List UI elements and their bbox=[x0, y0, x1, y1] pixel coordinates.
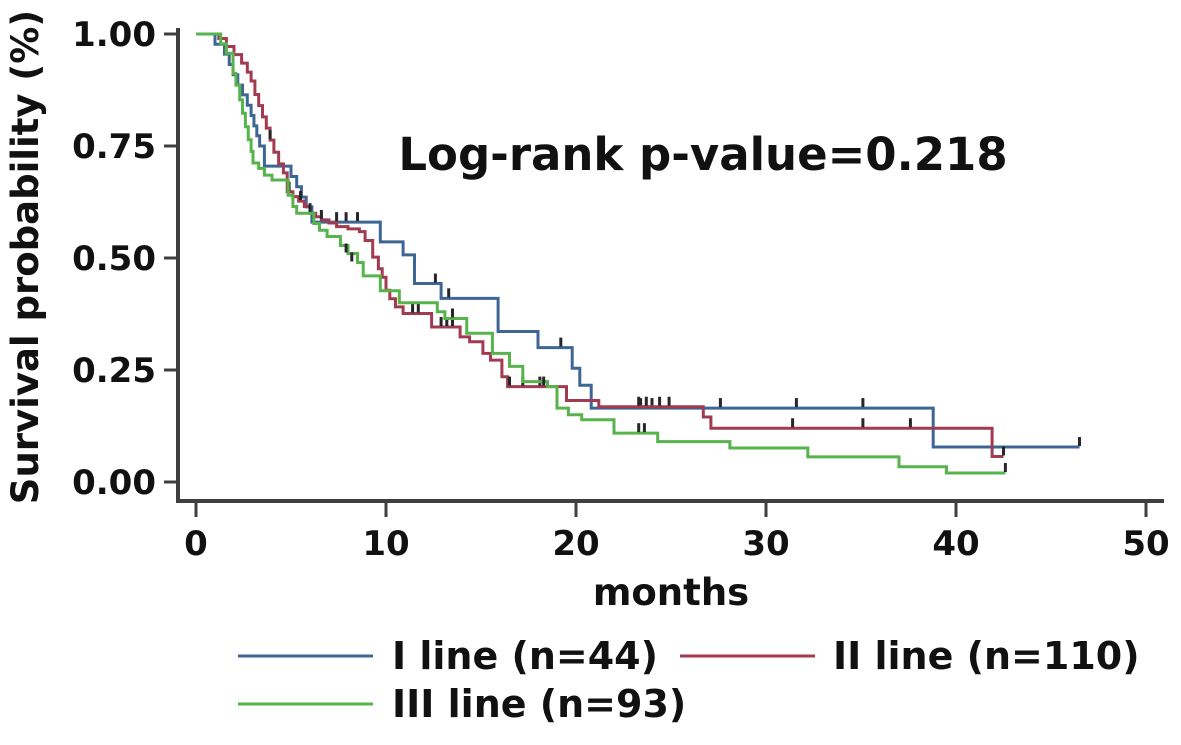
y-tick-label-1.00: 1.00 bbox=[72, 15, 156, 55]
chart-generated-content: 1.00 0.75 0.50 0.25 0.00 0 10 20 30 40 50 I line (n… bbox=[72, 15, 1170, 726]
curve-III-line bbox=[196, 32, 1006, 475]
x-tick-label-40: 40 bbox=[932, 524, 979, 564]
x-tick-label-10: 10 bbox=[362, 524, 409, 564]
y-tick-label-0.75: 0.75 bbox=[72, 127, 156, 167]
legend-label-III: III line (n=93) bbox=[392, 682, 686, 726]
x-tick-label-0: 0 bbox=[184, 524, 208, 564]
y-tick-label-0.25: 0.25 bbox=[72, 351, 156, 391]
x-axis-label: months bbox=[593, 571, 749, 614]
curve-I-line bbox=[196, 32, 1080, 449]
y-axis-label: Survival probability (%) bbox=[4, 10, 47, 504]
log-rank-annotation: Log-rank p-value=0.218 bbox=[398, 128, 1007, 181]
y-tick-label-0.50: 0.50 bbox=[72, 239, 156, 279]
curve-II-line bbox=[196, 32, 1004, 458]
legend-label-I: I line (n=44) bbox=[392, 634, 658, 678]
y-tick-label-0.00: 0.00 bbox=[72, 463, 156, 503]
legend-label-II: II line (n=110) bbox=[833, 634, 1140, 678]
x-tick-label-50: 50 bbox=[1122, 524, 1169, 564]
x-tick-label-30: 30 bbox=[742, 524, 789, 564]
x-tick-label-20: 20 bbox=[552, 524, 599, 564]
